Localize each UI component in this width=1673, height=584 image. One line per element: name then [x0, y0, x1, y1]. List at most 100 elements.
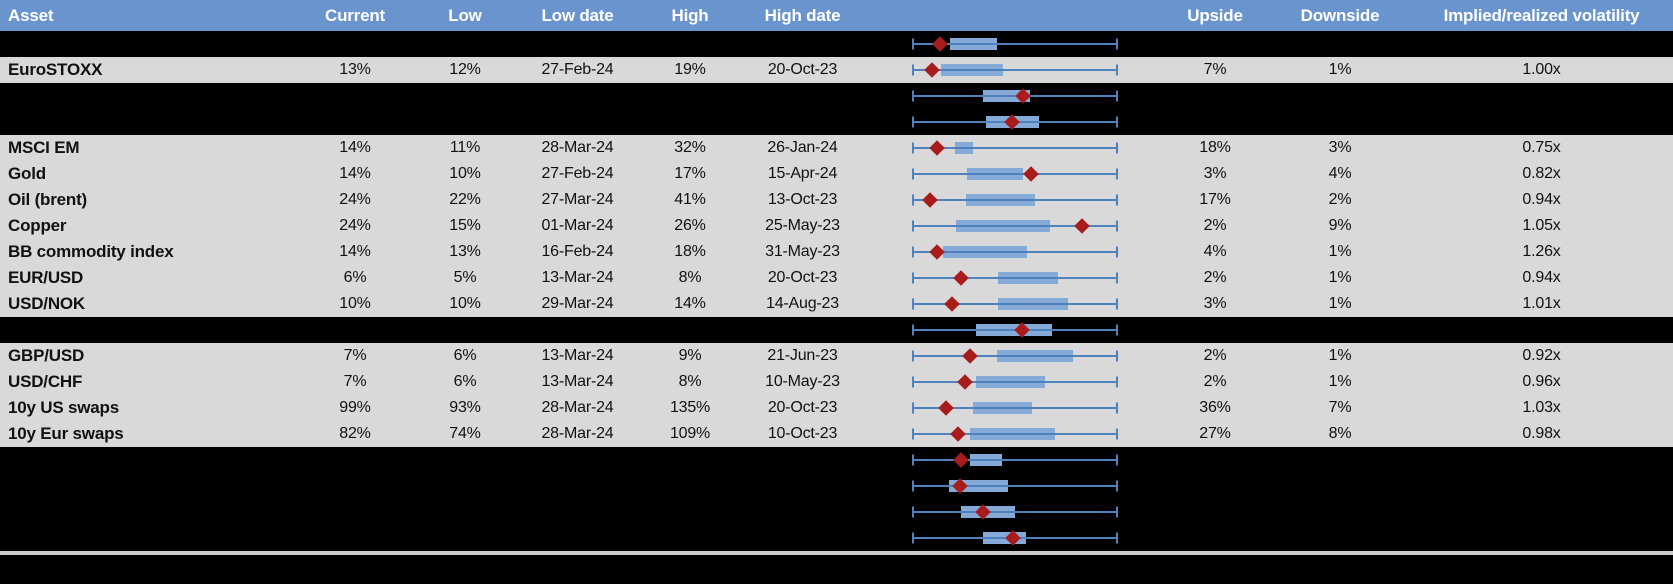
high-value-cell[interactable]: 8%: [678, 373, 702, 390]
upside-value-cell[interactable]: 3%: [1203, 295, 1227, 312]
low-date-cell[interactable]: 28-Mar-24: [541, 139, 614, 156]
high-date-cell[interactable]: 21-Jun-23: [767, 347, 838, 364]
upside-value-cell[interactable]: 36%: [1199, 399, 1231, 416]
high-date-cell[interactable]: 14-Aug-23: [766, 295, 839, 312]
downside-value-cell[interactable]: 7%: [1328, 399, 1352, 416]
high-date-cell[interactable]: 20-Oct-23: [767, 399, 838, 416]
high-date-cell[interactable]: 20-Oct-23: [767, 269, 838, 286]
asset-label[interactable]: 10y US swaps: [8, 398, 119, 417]
implied-realized-cell[interactable]: 0.96x: [1522, 373, 1561, 390]
downside-value-cell[interactable]: 1%: [1328, 243, 1352, 260]
high-date-cell[interactable]: 13-Oct-23: [767, 191, 838, 208]
downside-value-cell[interactable]: 4%: [1328, 165, 1352, 182]
high-value-cell[interactable]: 9%: [678, 347, 702, 364]
implied-realized-cell[interactable]: 0.82x: [1522, 165, 1561, 182]
asset-label[interactable]: GBP/USD: [8, 346, 85, 365]
low-value-cell[interactable]: 5%: [453, 269, 477, 286]
high-value-cell[interactable]: 135%: [669, 399, 711, 416]
low-date-cell[interactable]: 13-Mar-24: [541, 347, 614, 364]
asset-label[interactable]: MSCI EM: [8, 138, 80, 157]
asset-label[interactable]: BB commodity index: [8, 242, 174, 261]
high-value-cell[interactable]: 17%: [674, 165, 706, 182]
column-header-low[interactable]: Low: [448, 5, 482, 25]
asset-label[interactable]: Oil (brent): [8, 190, 88, 209]
downside-value-cell[interactable]: 2%: [1328, 191, 1352, 208]
low-value-cell[interactable]: 74%: [449, 425, 481, 442]
high-date-cell[interactable]: 15-Apr-24: [767, 165, 838, 182]
column-header-current[interactable]: Current: [325, 5, 385, 25]
asset-label[interactable]: EuroSTOXX: [8, 60, 103, 79]
current-value-cell[interactable]: 13%: [339, 61, 371, 78]
current-value-cell[interactable]: 14%: [339, 139, 371, 156]
low-date-cell[interactable]: 16-Feb-24: [541, 243, 614, 260]
high-value-cell[interactable]: 32%: [674, 139, 706, 156]
implied-realized-cell[interactable]: 0.75x: [1522, 139, 1561, 156]
current-value-cell[interactable]: 14%: [339, 243, 371, 260]
implied-realized-cell[interactable]: 1.03x: [1522, 399, 1561, 416]
current-value-cell[interactable]: 7%: [343, 347, 367, 364]
column-header-implied-realized[interactable]: Implied/realized volatility: [1443, 5, 1640, 25]
upside-value-cell[interactable]: 2%: [1203, 373, 1227, 390]
high-date-cell[interactable]: 10-Oct-23: [767, 425, 838, 442]
low-date-cell[interactable]: 29-Mar-24: [541, 295, 614, 312]
upside-value-cell[interactable]: 18%: [1199, 139, 1231, 156]
current-value-cell[interactable]: 14%: [339, 165, 371, 182]
upside-value-cell[interactable]: 2%: [1203, 217, 1227, 234]
high-date-cell[interactable]: 20-Oct-23: [767, 61, 838, 78]
upside-value-cell[interactable]: 4%: [1203, 243, 1227, 260]
asset-label[interactable]: EUR/USD: [8, 268, 84, 287]
column-header-high-date[interactable]: High date: [764, 5, 841, 25]
upside-value-cell[interactable]: 2%: [1203, 269, 1227, 286]
column-header-downside[interactable]: Downside: [1300, 5, 1380, 25]
high-value-cell[interactable]: 14%: [674, 295, 706, 312]
upside-value-cell[interactable]: 2%: [1203, 347, 1227, 364]
upside-value-cell[interactable]: 7%: [1203, 61, 1227, 78]
low-value-cell[interactable]: 22%: [449, 191, 481, 208]
high-date-cell[interactable]: 25-May-23: [765, 217, 840, 234]
low-value-cell[interactable]: 93%: [449, 399, 481, 416]
implied-realized-cell[interactable]: 1.01x: [1522, 295, 1561, 312]
upside-value-cell[interactable]: 3%: [1203, 165, 1227, 182]
low-date-cell[interactable]: 27-Mar-24: [541, 191, 614, 208]
downside-value-cell[interactable]: 1%: [1328, 373, 1352, 390]
column-header-low-date[interactable]: Low date: [541, 5, 614, 25]
low-date-cell[interactable]: 27-Feb-24: [541, 61, 614, 78]
current-value-cell[interactable]: 82%: [339, 425, 371, 442]
implied-realized-cell[interactable]: 0.98x: [1522, 425, 1561, 442]
upside-value-cell[interactable]: 27%: [1199, 425, 1231, 442]
low-date-cell[interactable]: 28-Mar-24: [541, 399, 614, 416]
high-value-cell[interactable]: 41%: [674, 191, 706, 208]
low-value-cell[interactable]: 6%: [453, 373, 477, 390]
high-value-cell[interactable]: 19%: [674, 61, 706, 78]
column-header-high[interactable]: High: [671, 5, 709, 25]
asset-label[interactable]: Gold: [8, 164, 46, 183]
high-date-cell[interactable]: 31-May-23: [765, 243, 840, 260]
low-value-cell[interactable]: 10%: [449, 165, 481, 182]
downside-value-cell[interactable]: 3%: [1328, 139, 1352, 156]
low-value-cell[interactable]: 15%: [449, 217, 481, 234]
low-date-cell[interactable]: 27-Feb-24: [541, 165, 614, 182]
column-header-asset[interactable]: Asset: [8, 5, 54, 25]
asset-label[interactable]: USD/CHF: [8, 372, 83, 391]
asset-label[interactable]: 10y Eur swaps: [8, 424, 124, 443]
low-date-cell[interactable]: 13-Mar-24: [541, 373, 614, 390]
upside-value-cell[interactable]: 17%: [1199, 191, 1231, 208]
high-value-cell[interactable]: 26%: [674, 217, 706, 234]
low-date-cell[interactable]: 13-Mar-24: [541, 269, 614, 286]
low-value-cell[interactable]: 13%: [449, 243, 481, 260]
current-value-cell[interactable]: 7%: [343, 373, 367, 390]
implied-realized-cell[interactable]: 1.26x: [1522, 243, 1561, 260]
high-value-cell[interactable]: 18%: [674, 243, 706, 260]
asset-label[interactable]: USD/NOK: [8, 294, 85, 313]
column-header-upside[interactable]: Upside: [1187, 5, 1243, 25]
current-value-cell[interactable]: 99%: [339, 399, 371, 416]
downside-value-cell[interactable]: 9%: [1328, 217, 1352, 234]
implied-realized-cell[interactable]: 1.05x: [1522, 217, 1561, 234]
current-value-cell[interactable]: 24%: [339, 191, 371, 208]
current-value-cell[interactable]: 24%: [339, 217, 371, 234]
implied-realized-cell[interactable]: 0.94x: [1522, 191, 1561, 208]
high-value-cell[interactable]: 109%: [669, 425, 711, 442]
downside-value-cell[interactable]: 1%: [1328, 269, 1352, 286]
downside-value-cell[interactable]: 1%: [1328, 61, 1352, 78]
current-value-cell[interactable]: 6%: [343, 269, 367, 286]
